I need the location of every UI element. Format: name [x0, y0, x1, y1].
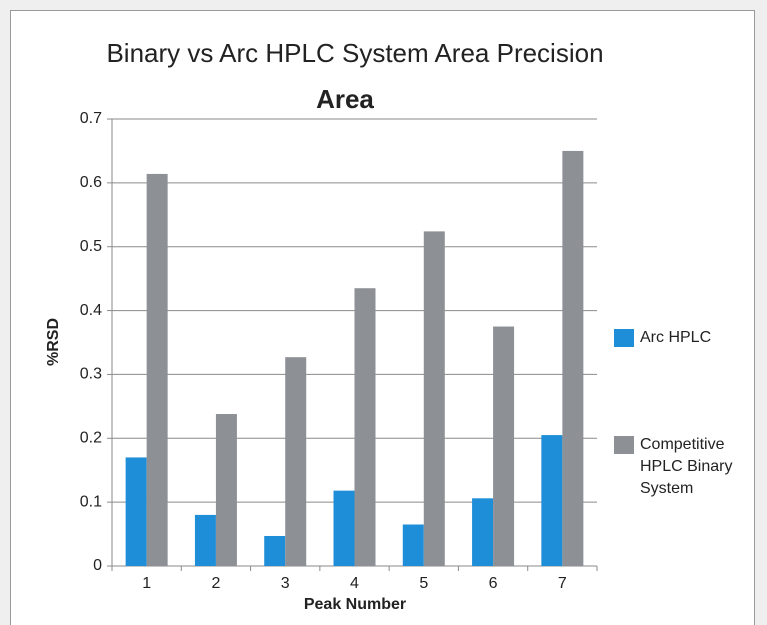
y-tick-label: 0.1 — [80, 493, 102, 510]
bar — [402, 524, 424, 566]
bar — [493, 326, 515, 566]
bar — [333, 490, 355, 566]
x-tick-label: 3 — [281, 575, 290, 592]
bar — [472, 498, 494, 566]
y-tick-label: 0.4 — [80, 302, 102, 319]
bar — [354, 288, 376, 566]
bar — [562, 150, 584, 566]
x-tick-label: 1 — [142, 575, 151, 592]
x-tick-label: 7 — [558, 575, 567, 592]
legend-swatch — [614, 329, 634, 347]
y-tick-label: 0.5 — [80, 238, 102, 255]
y-tick-label: 0.2 — [80, 430, 102, 447]
legend-label: Competitive HPLC Binary System — [640, 436, 733, 497]
bar — [285, 357, 307, 566]
chart-title: Binary vs Arc HPLC System Area Precision — [106, 38, 603, 68]
legend-label: Arc HPLC — [640, 329, 712, 346]
x-tick-label: 2 — [211, 575, 220, 592]
x-tick-label: 4 — [350, 575, 359, 592]
y-tick-label: 0.3 — [80, 366, 102, 383]
bar — [194, 514, 216, 566]
x-tick-label: 6 — [489, 575, 498, 592]
x-tick-label: 5 — [419, 575, 428, 592]
chart-subtitle: Area — [316, 84, 374, 114]
bar — [146, 173, 168, 566]
legend-swatch — [614, 436, 634, 454]
legend-item: Competitive HPLC Binary System — [614, 434, 740, 500]
bar — [541, 435, 563, 566]
bar — [423, 231, 445, 567]
x-axis-label: Peak Number — [304, 596, 406, 613]
bar — [264, 535, 286, 566]
legend-item: Arc HPLC — [614, 327, 740, 349]
bar — [215, 414, 237, 566]
y-tick-label: 0.7 — [80, 110, 102, 127]
y-tick-label: 0 — [93, 557, 102, 574]
y-axis-label: %RSD — [45, 318, 62, 366]
y-tick-label: 0.6 — [80, 174, 102, 191]
bar — [125, 457, 147, 566]
